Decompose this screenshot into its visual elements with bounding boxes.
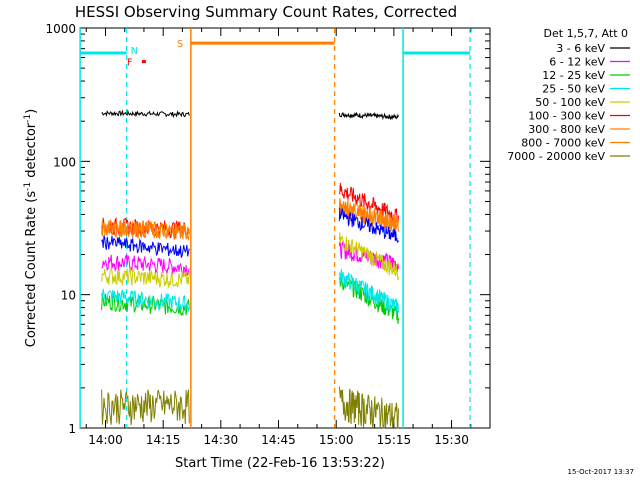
y-tick-label: 10 xyxy=(61,289,76,303)
series-line-4 xyxy=(101,288,190,313)
x-tick-label: 15:15 xyxy=(377,433,412,447)
x-tick-label: 14:00 xyxy=(88,433,123,447)
series-line-9 xyxy=(101,389,190,426)
y-tick-label: 1 xyxy=(68,422,76,436)
legend-label-1: 3 - 6 keV xyxy=(556,42,605,55)
flare-label: F xyxy=(127,58,133,69)
x-axis-ticks: 14:00 14:15 14:30 14:45 15:00 15:15 15:30 xyxy=(85,28,491,447)
y-axis-label-sup2: -1 xyxy=(23,114,33,123)
y-axis-label-main: Corrected Count Rate (s xyxy=(24,191,39,348)
series-line-8 xyxy=(101,219,190,241)
series-line-1 xyxy=(101,109,190,119)
series-line-4 xyxy=(338,269,399,315)
saa-label: S xyxy=(177,39,183,50)
observing-markers: N S F xyxy=(79,28,471,428)
y-tick-label: 100 xyxy=(53,155,76,169)
plot-border xyxy=(79,27,491,429)
plot-frame xyxy=(79,27,491,429)
series-line-5 xyxy=(101,267,190,288)
x-tick-label: 14:15 xyxy=(146,433,181,447)
series-line-1 xyxy=(338,111,399,121)
x-tick-label: 15:00 xyxy=(319,433,354,447)
legend-label-4: 25 - 50 keV xyxy=(542,83,605,96)
night-label: N xyxy=(131,46,138,57)
series-line-2 xyxy=(101,254,190,277)
series-line-blue xyxy=(338,208,399,244)
legend-label-6: 100 - 300 keV xyxy=(528,110,605,123)
x-tick-label: 14:45 xyxy=(261,433,296,447)
y-tick-label: 1000 xyxy=(45,22,76,36)
series-line-9 xyxy=(338,386,399,429)
x-axis-label: Start Time (22-Feb-16 13:53:22) xyxy=(175,456,385,471)
legend-label-9: 7000 - 20000 keV xyxy=(507,150,605,163)
y-axis-label-end: ) xyxy=(24,109,39,114)
x-tick-label: 15:30 xyxy=(434,433,469,447)
chart-title: HESSI Observing Summary Count Rates, Cor… xyxy=(75,3,457,21)
series-lines xyxy=(101,109,399,429)
legend-label-7: 300 - 800 keV xyxy=(528,123,605,136)
legend-label-8: 800 - 7000 keV xyxy=(521,137,605,150)
flare-marker xyxy=(141,60,146,64)
series-line-6 xyxy=(338,182,399,226)
y-axis-label-sup1: -1 xyxy=(23,182,33,191)
series-line-3 xyxy=(101,293,190,317)
y-axis-label-mid: detector xyxy=(24,122,39,182)
footer-date: 15-Oct-2017 13:37 xyxy=(568,468,634,476)
legend-label-3: 12 - 25 keV xyxy=(542,69,605,82)
series-line-5 xyxy=(338,232,399,281)
x-tick-label: 14:30 xyxy=(204,433,239,447)
legend-label-5: 50 - 100 keV xyxy=(535,96,605,109)
y-axis-label: Corrected Count Rate (s-1 detector-1) xyxy=(23,109,39,347)
legend-label-2: 6 - 12 keV xyxy=(549,56,605,69)
series-line-blue xyxy=(101,235,190,259)
legend-title: Det 1,5,7, Att 0 xyxy=(544,27,628,40)
y-axis-ticks: 1 10 100 1000 xyxy=(45,22,490,436)
